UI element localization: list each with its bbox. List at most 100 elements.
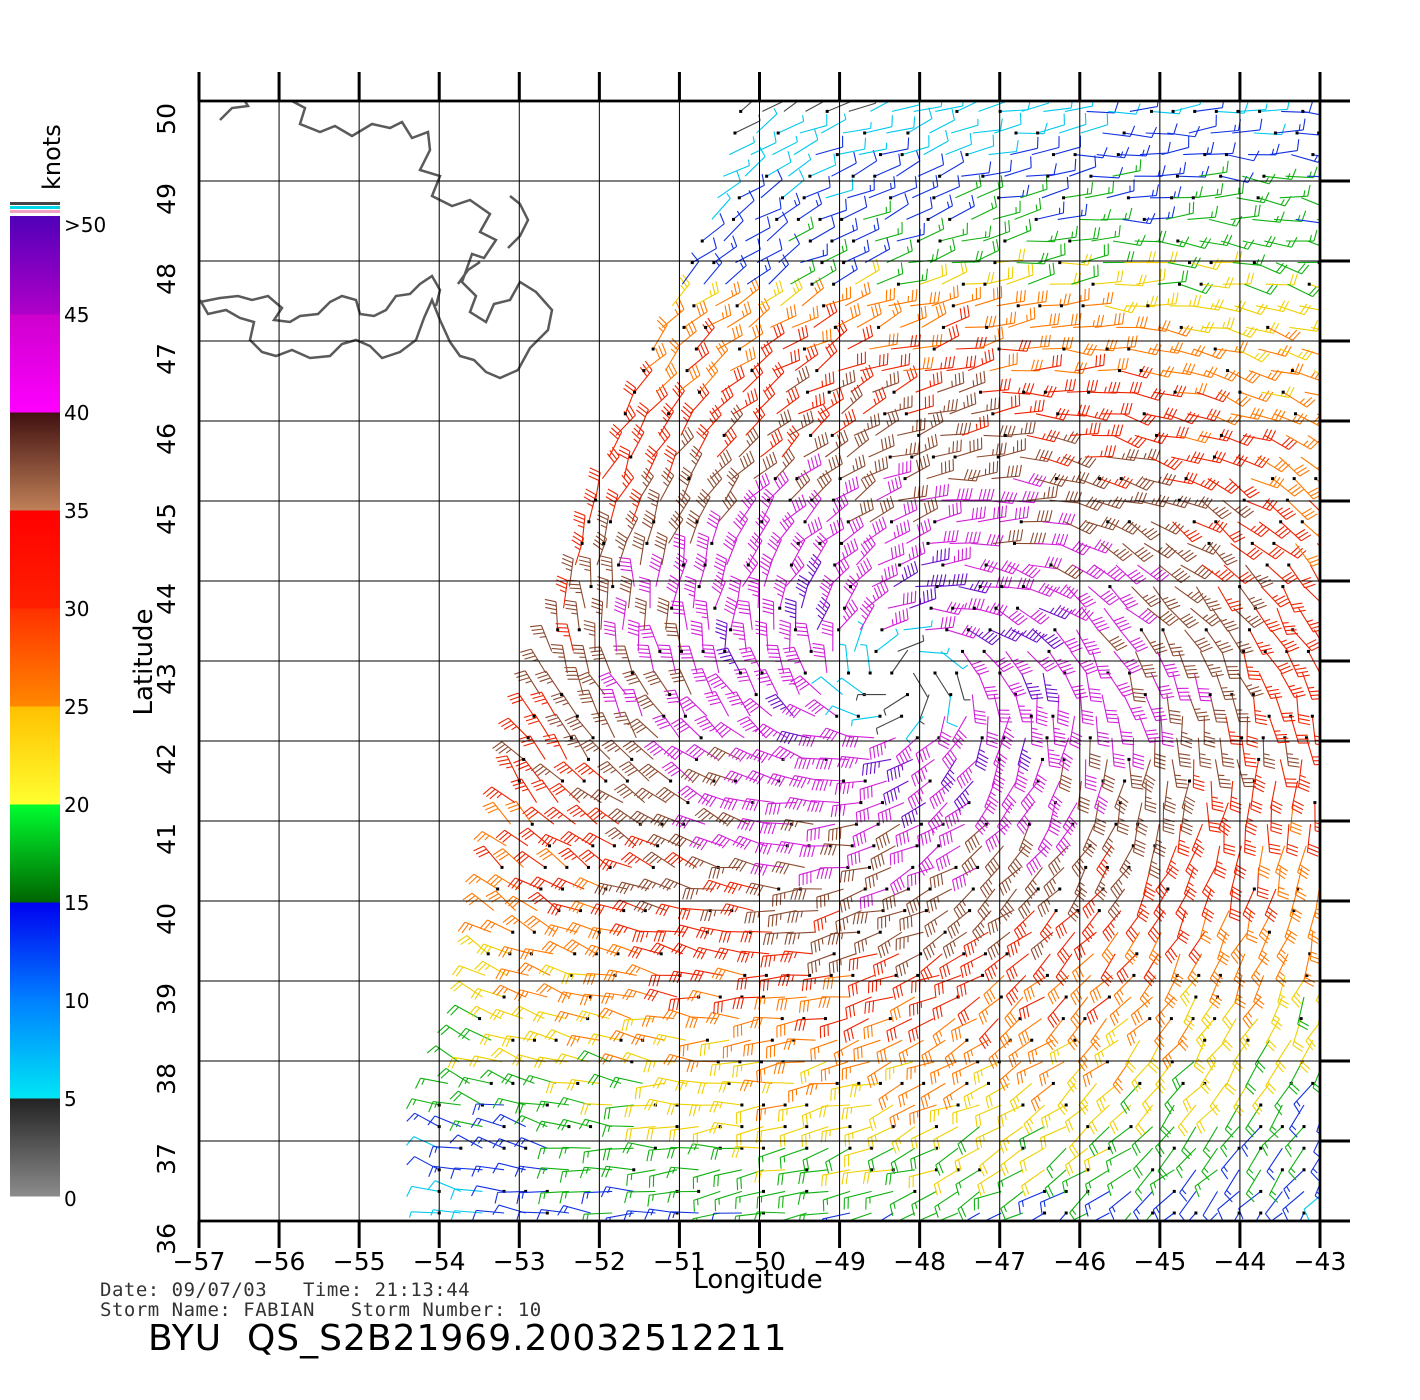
wind-barb: [492, 1204, 526, 1216]
wind-barb: [601, 1165, 634, 1178]
wind-barb: [576, 671, 606, 695]
observation-dot: [1194, 1211, 1198, 1215]
wind-barb: [1139, 141, 1171, 156]
wind-barb: [580, 739, 611, 760]
wind-barb: [760, 953, 791, 968]
observation-dot: [1107, 995, 1111, 999]
wind-barb: [716, 426, 737, 458]
wind-barb: [1288, 1061, 1303, 1095]
wind-barb: [1280, 672, 1306, 698]
wind-barb: [1192, 759, 1205, 792]
wind-barb: [1024, 867, 1043, 899]
wind-barb: [876, 475, 902, 501]
observation-dot: [651, 865, 655, 869]
observation-dot: [933, 520, 937, 524]
wind-barb: [858, 142, 888, 156]
observation-dot: [1135, 952, 1139, 956]
observation-dot: [851, 174, 855, 178]
wind-barb: [886, 758, 913, 783]
wind-barb: [664, 852, 697, 868]
wind-barb: [685, 744, 719, 760]
observation-dot: [802, 1017, 806, 1021]
wind-barb: [952, 1104, 980, 1125]
wind-barb: [1277, 975, 1290, 1009]
wind-barb: [1027, 485, 1059, 501]
wind-barb: [1342, 608, 1368, 632]
wind-barb: [1219, 737, 1235, 768]
wind-barb: [1324, 673, 1339, 702]
wind-barb: [782, 325, 809, 350]
observation-dot: [738, 347, 742, 351]
wind-barb: [784, 797, 818, 811]
observation-dot: [1108, 585, 1112, 589]
observation-dot: [608, 520, 612, 524]
wind-barb: [1198, 160, 1229, 177]
observation-dot: [1071, 822, 1075, 826]
wind-barb: [1063, 182, 1094, 199]
wind-barb: [746, 257, 772, 285]
wind-barb: [787, 910, 819, 923]
wind-barb: [867, 1147, 894, 1173]
observation-dot: [526, 736, 530, 740]
wind-barb: [756, 238, 783, 264]
wind-barb: [853, 621, 864, 652]
wind-barb: [1100, 402, 1133, 415]
wind-barb: [753, 669, 779, 695]
wind-barb: [1324, 102, 1356, 113]
wind-barb: [903, 620, 933, 631]
wind-barb: [571, 644, 590, 674]
wind-barb: [794, 757, 827, 770]
observation-dot: [870, 1146, 874, 1150]
wind-barb: [634, 1082, 665, 1100]
observation-dot: [738, 671, 742, 675]
wind-barb: [1134, 1169, 1154, 1202]
observation-dot: [1280, 1168, 1284, 1172]
observation-dot: [1263, 649, 1267, 653]
observation-dot: [961, 282, 965, 286]
wind-barb: [1141, 759, 1156, 793]
observation-dot: [573, 952, 577, 956]
observation-dot: [532, 1038, 536, 1042]
observation-dot: [873, 174, 877, 178]
wind-barb: [1005, 651, 1033, 675]
observation-dot: [697, 1189, 701, 1193]
wind-barb: [950, 119, 979, 134]
wind-barb: [927, 530, 959, 544]
wind-barb: [731, 450, 755, 480]
observation-dot: [1258, 109, 1262, 113]
wind-barb: [1321, 932, 1334, 965]
wind-barb: [1316, 1217, 1320, 1221]
observation-dot: [838, 477, 842, 481]
wind-barb: [1258, 672, 1283, 700]
wind-barb: [1209, 953, 1224, 987]
wind-barb: [1027, 262, 1055, 285]
wind-barb: [591, 712, 616, 739]
observation-dot: [1173, 390, 1177, 394]
observation-dot: [802, 347, 806, 351]
observation-dot: [1126, 196, 1130, 200]
observation-dot: [971, 887, 975, 891]
wind-barb: [603, 969, 637, 982]
wind-barb: [977, 888, 996, 921]
wind-barb: [555, 623, 574, 652]
wind-barb: [1057, 931, 1076, 964]
wind-barb: [1253, 123, 1286, 136]
wind-barb: [601, 446, 620, 479]
wind-barb: [1177, 1104, 1197, 1137]
observation-dot: [1281, 585, 1285, 589]
wind-barb: [964, 1212, 980, 1221]
observation-dot: [829, 973, 833, 977]
wind-barb: [536, 1167, 569, 1179]
wind-barb: [843, 1018, 869, 1043]
wind-barb: [854, 258, 880, 285]
colorbar-band: [10, 706, 60, 805]
observation-dot: [1294, 412, 1298, 416]
wind-barb: [683, 575, 697, 609]
wind-barb: [663, 1053, 697, 1066]
observation-dot: [810, 498, 814, 502]
observation-dot: [1247, 628, 1251, 632]
wind-barb: [783, 1038, 816, 1051]
observation-dot: [1053, 628, 1057, 632]
wind-barb: [712, 721, 745, 739]
wind-barb: [927, 398, 958, 415]
